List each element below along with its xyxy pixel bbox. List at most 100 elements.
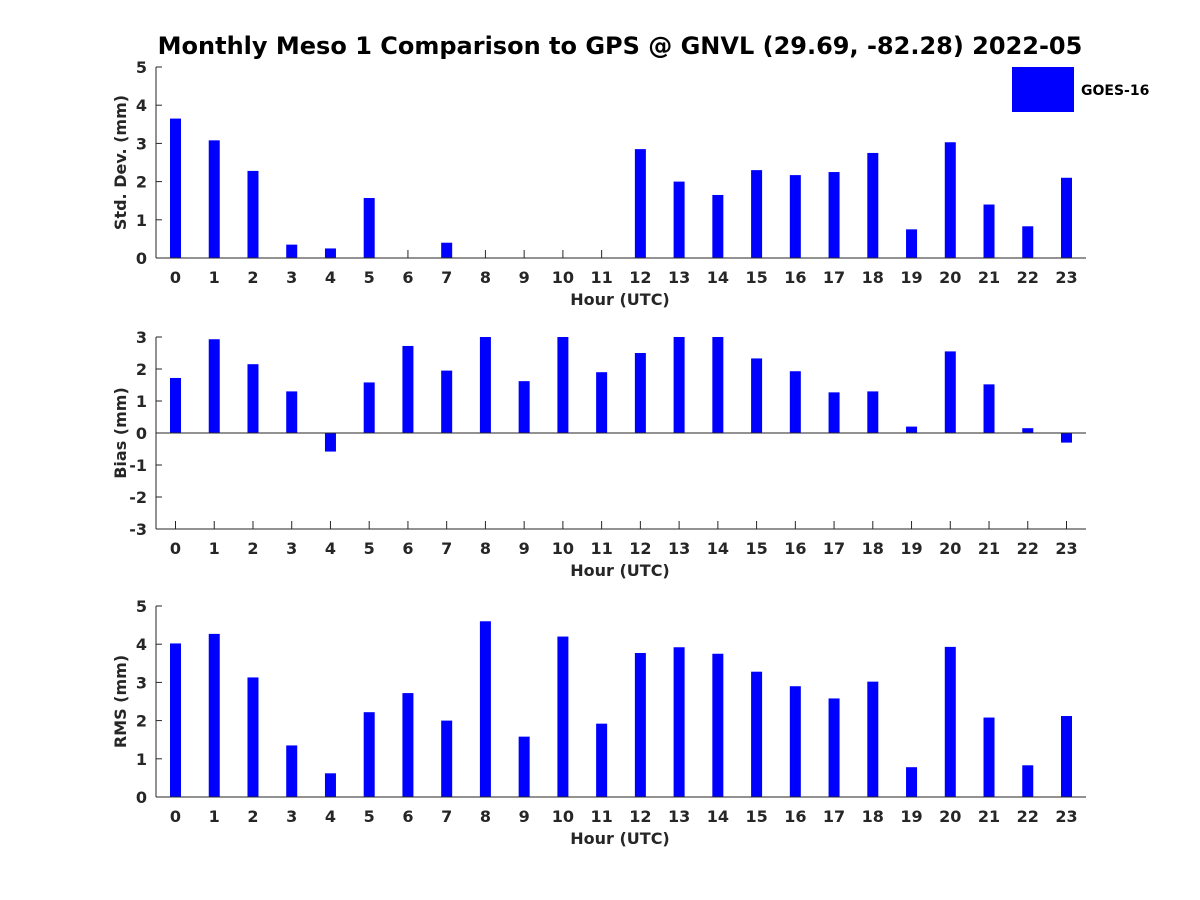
bar-13: [673, 647, 685, 797]
bar-21: [983, 717, 995, 797]
x-tick-label: 10: [552, 268, 574, 287]
bar-7: [441, 242, 453, 258]
bar-12: [634, 652, 646, 797]
x-tick-label: 1: [209, 268, 220, 287]
bar-1: [208, 140, 220, 258]
x-tick-label: 18: [862, 807, 884, 826]
x-axis-label: Hour (UTC): [570, 290, 670, 309]
y-tick-label: 3: [136, 134, 147, 153]
bar-1: [208, 633, 220, 797]
x-tick-label: 9: [519, 539, 530, 558]
bar-22: [1022, 226, 1034, 258]
x-tick-label: 16: [784, 807, 806, 826]
x-axis-label: Hour (UTC): [570, 561, 670, 580]
x-tick-label: 14: [707, 539, 729, 558]
x-tick-label: 7: [441, 807, 452, 826]
bar-14: [712, 194, 724, 258]
x-tick-label: 20: [939, 539, 961, 558]
bar-1: [208, 339, 220, 433]
bar-4: [324, 773, 336, 797]
y-tick-label: 0: [136, 249, 147, 268]
bar-21: [983, 204, 995, 258]
x-tick-label: 16: [784, 539, 806, 558]
bar-18: [867, 681, 879, 797]
y-tick-label: 4: [136, 96, 147, 115]
x-tick-label: 2: [247, 539, 258, 558]
bar-19: [906, 426, 918, 433]
bar-3: [286, 745, 298, 797]
bar-11: [596, 372, 608, 433]
x-tick-label: 11: [590, 268, 612, 287]
bar-8: [479, 621, 491, 797]
bar-2: [247, 170, 259, 258]
y-tick-label: 3: [136, 673, 147, 692]
bar-9: [518, 736, 530, 797]
x-tick-label: 10: [552, 807, 574, 826]
x-tick-label: 8: [480, 539, 491, 558]
x-tick-label: 21: [978, 807, 1000, 826]
x-tick-label: 12: [629, 539, 651, 558]
bar-20: [944, 646, 956, 797]
x-tick-label: 16: [784, 268, 806, 287]
bar-18: [867, 152, 879, 258]
x-tick-label: 20: [939, 268, 961, 287]
bar-5: [363, 198, 375, 258]
x-tick-label: 7: [441, 268, 452, 287]
x-tick-label: 8: [480, 268, 491, 287]
x-tick-label: 23: [1055, 807, 1077, 826]
x-tick-label: 2: [247, 268, 258, 287]
bar-22: [1022, 765, 1034, 797]
x-tick-label: 17: [823, 539, 845, 558]
x-tick-label: 0: [170, 539, 181, 558]
x-tick-label: 14: [707, 268, 729, 287]
y-tick-label: -1: [129, 456, 147, 475]
bar-6: [402, 693, 414, 797]
x-tick-label: 8: [480, 807, 491, 826]
chart-title: Monthly Meso 1 Comparison to GPS @ GNVL …: [158, 32, 1083, 60]
legend: GOES-16: [1012, 67, 1149, 112]
bar-0: [170, 118, 181, 258]
x-tick-label: 4: [325, 807, 336, 826]
x-tick-label: 11: [590, 539, 612, 558]
bar-2: [247, 677, 259, 797]
x-tick-label: 19: [900, 268, 922, 287]
x-tick-label: 4: [325, 539, 336, 558]
bar-8: [479, 337, 491, 433]
x-tick-label: 15: [745, 268, 767, 287]
bar-5: [363, 382, 375, 433]
bar-15: [751, 358, 763, 433]
x-tick-label: 2: [247, 807, 258, 826]
x-tick-label: 23: [1055, 268, 1077, 287]
x-tick-label: 5: [364, 539, 375, 558]
x-tick-label: 19: [900, 539, 922, 558]
x-tick-label: 5: [364, 268, 375, 287]
x-tick-label: 17: [823, 807, 845, 826]
x-tick-label: 18: [862, 268, 884, 287]
x-tick-label: 19: [900, 807, 922, 826]
x-tick-label: 7: [441, 539, 452, 558]
bar-2: [247, 364, 259, 433]
x-tick-label: 12: [629, 807, 651, 826]
y-tick-label: 0: [136, 788, 147, 807]
x-tick-label: 22: [1017, 268, 1039, 287]
bar-20: [944, 351, 956, 433]
bar-7: [441, 720, 453, 797]
bar-20: [944, 142, 956, 258]
bar-12: [634, 149, 646, 258]
x-tick-label: 10: [552, 539, 574, 558]
bar-6: [402, 345, 414, 433]
x-tick-label: 21: [978, 539, 1000, 558]
y-tick-label: 3: [136, 328, 147, 347]
x-tick-label: 6: [402, 539, 413, 558]
x-tick-label: 21: [978, 268, 1000, 287]
bar-16: [789, 371, 801, 433]
bar-16: [789, 175, 801, 258]
x-tick-label: 14: [707, 807, 729, 826]
y-tick-label: 1: [136, 392, 147, 411]
bar-12: [634, 353, 646, 433]
x-tick-label: 6: [402, 268, 413, 287]
y-tick-label: -2: [129, 488, 147, 507]
bar-13: [673, 181, 685, 258]
bar-15: [751, 671, 763, 797]
